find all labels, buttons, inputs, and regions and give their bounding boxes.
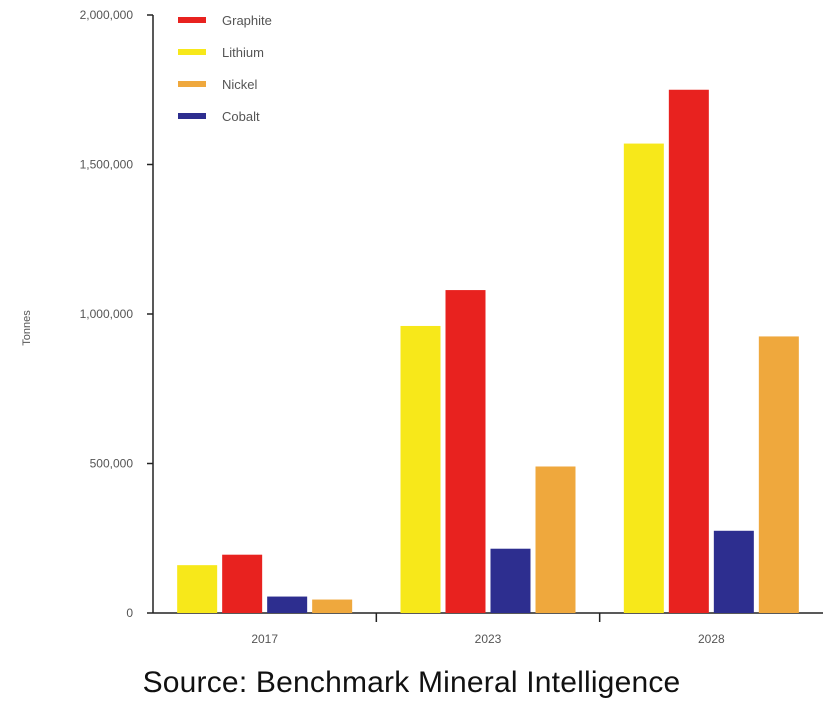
y-tick-label: 2,000,000 [80, 8, 134, 22]
bar-graphite-2017 [222, 555, 262, 613]
bar-nickel-2017 [312, 600, 352, 613]
legend-label-graphite: Graphite [222, 13, 272, 28]
x-axis: 2017 2023 2028 [153, 613, 823, 646]
bar-graphite-2028 [669, 90, 709, 613]
y-axis: 0 500,000 1,000,000 1,500,000 2,000,000 [80, 8, 153, 620]
bar-lithium-2028 [624, 144, 664, 613]
source-caption: Source: Benchmark Mineral Intelligence [0, 666, 823, 700]
legend-label-lithium: Lithium [222, 45, 264, 60]
legend-label-cobalt: Cobalt [222, 109, 260, 124]
bars [177, 90, 799, 613]
bar-cobalt-2028 [714, 531, 754, 613]
bar-nickel-2028 [759, 336, 799, 613]
legend-swatch-lithium [178, 49, 206, 55]
bar-graphite-2023 [446, 290, 486, 613]
x-tick-label: 2028 [698, 632, 725, 646]
y-axis-title: Tonnes [21, 310, 33, 346]
bar-lithium-2017 [177, 565, 217, 613]
legend-swatch-nickel [178, 81, 206, 87]
bar-nickel-2023 [536, 466, 576, 613]
y-tick-label: 1,500,000 [80, 158, 134, 172]
y-tick-label: 0 [126, 606, 133, 620]
bar-lithium-2023 [401, 326, 441, 613]
legend-label-nickel: Nickel [222, 77, 258, 92]
y-tick-label: 1,000,000 [80, 307, 134, 321]
legend: Graphite Lithium Nickel Cobalt [178, 13, 272, 124]
bar-cobalt-2017 [267, 597, 307, 613]
bar-cobalt-2023 [491, 549, 531, 613]
x-tick-label: 2017 [251, 632, 278, 646]
bar-chart: 0 500,000 1,000,000 1,500,000 2,000,000 2017… [0, 0, 823, 660]
y-tick-label: 500,000 [90, 457, 134, 471]
legend-swatch-cobalt [178, 113, 206, 119]
x-tick-label: 2023 [475, 632, 502, 646]
legend-swatch-graphite [178, 17, 206, 23]
